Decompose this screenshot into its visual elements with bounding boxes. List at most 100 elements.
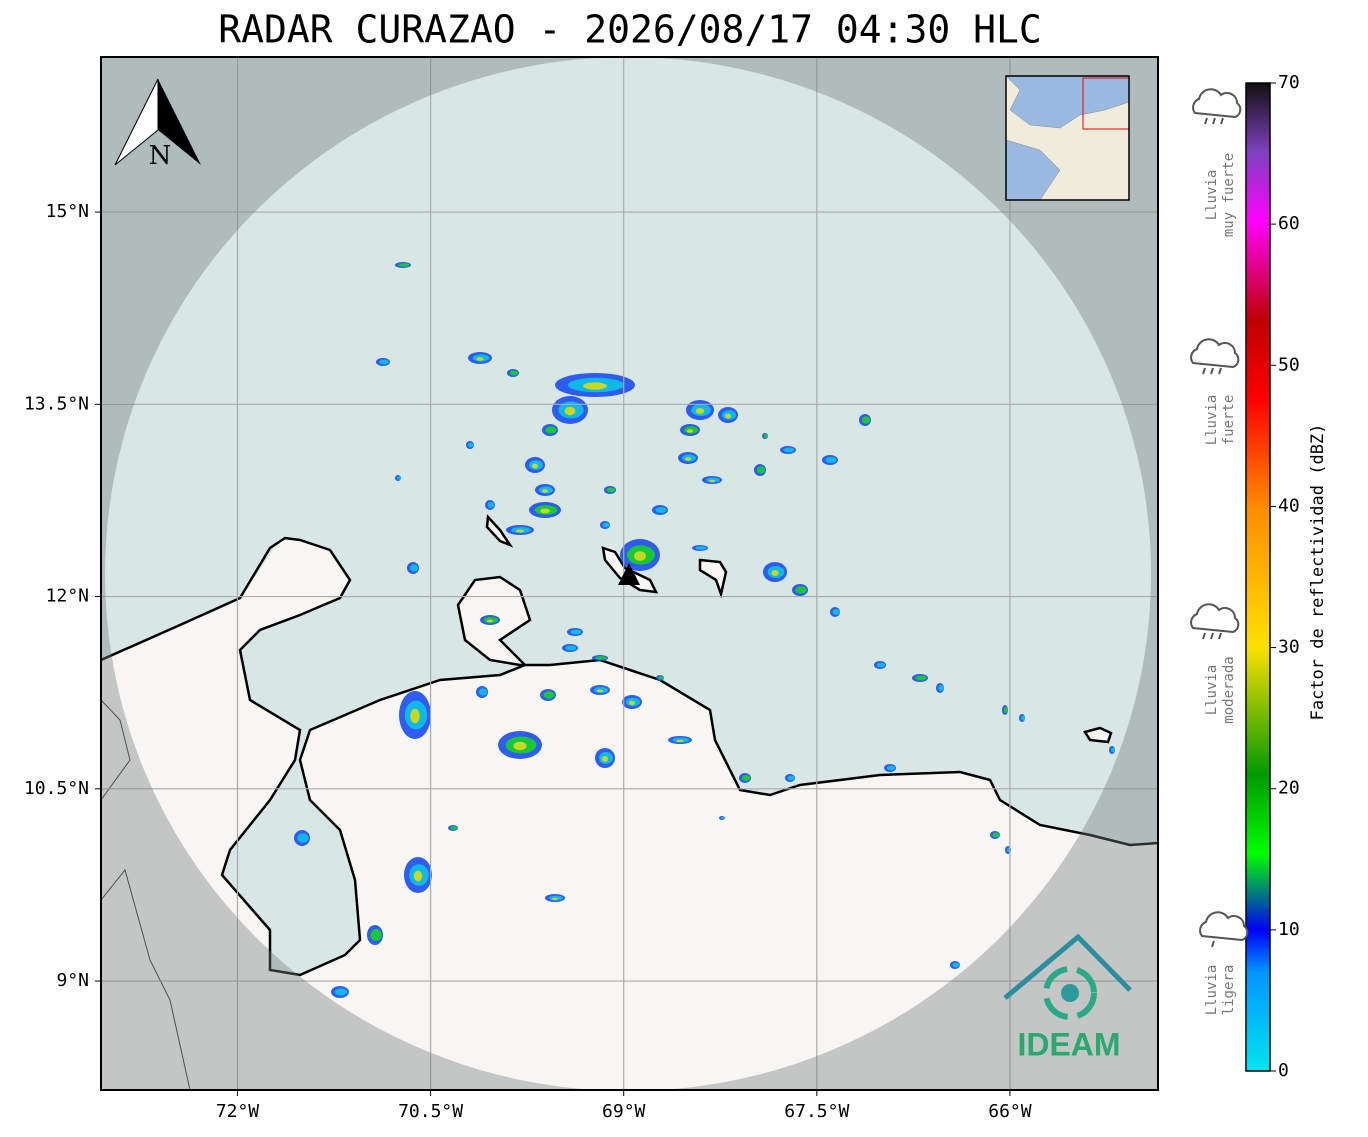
- echo: [709, 479, 715, 483]
- echo: [468, 442, 474, 448]
- rain-drop: [1220, 117, 1224, 125]
- rain-label: Lluvia: [1204, 395, 1220, 446]
- inset-map: [1005, 75, 1130, 201]
- lat-tick-label: 9°N: [56, 970, 89, 991]
- rain-label: fuerte: [1221, 395, 1237, 446]
- colorbar-tick-label: 30: [1278, 637, 1300, 658]
- border: [101, 699, 191, 1090]
- echo: [334, 988, 348, 996]
- island: [698, 558, 728, 599]
- echo: [938, 685, 944, 691]
- echo: [720, 816, 726, 820]
- echo: [658, 676, 664, 680]
- colorbar: [1245, 82, 1271, 1072]
- echo: [787, 775, 795, 781]
- echo: [532, 463, 538, 469]
- rain-label: moderada: [1221, 656, 1237, 723]
- echo: [564, 406, 576, 416]
- rain-drop: [1212, 117, 1216, 125]
- echo: [655, 507, 667, 513]
- echo: [783, 447, 795, 453]
- echo: [685, 457, 691, 461]
- title: RADAR CURAZAO - 2026/08/17 04:30 HLC: [218, 8, 1042, 52]
- echo: [542, 489, 548, 493]
- rain-label: Lluvia: [1204, 170, 1220, 221]
- rain-label: muy fuerte: [1221, 153, 1237, 237]
- island: [485, 514, 514, 548]
- rain-icon: [1192, 88, 1242, 119]
- echo: [876, 662, 886, 668]
- echo: [513, 741, 527, 751]
- rain-drop: [1202, 632, 1206, 640]
- echo: [595, 656, 607, 660]
- echo: [1003, 707, 1009, 713]
- rain-label: Lluvia: [1204, 965, 1220, 1016]
- echo: [379, 359, 389, 365]
- echo: [1110, 747, 1116, 753]
- echo: [396, 476, 402, 480]
- lon-tick-label: 70.5°W: [398, 1101, 463, 1122]
- echo: [409, 564, 419, 572]
- echo: [832, 609, 840, 615]
- echo: [741, 775, 751, 781]
- echo: [1020, 715, 1026, 721]
- echo: [413, 870, 423, 882]
- echo: [771, 570, 779, 576]
- echo: [695, 408, 705, 414]
- echo: [634, 551, 646, 561]
- rain-drop: [1202, 367, 1206, 375]
- rain-icon: [1190, 338, 1240, 369]
- radar-echoes: [294, 262, 1116, 998]
- echo: [515, 529, 525, 533]
- rain-drop: [1210, 632, 1214, 640]
- colorbar-label: Factor de reflectividad (dBZ): [1308, 424, 1328, 721]
- echo: [487, 619, 493, 623]
- echo: [795, 586, 807, 594]
- colorbar-tick-label: 40: [1278, 495, 1300, 516]
- echo: [450, 826, 458, 830]
- north-label: N: [149, 141, 172, 171]
- echo: [992, 832, 1000, 838]
- colorbar-tick-label: 10: [1278, 919, 1300, 940]
- echo: [487, 502, 495, 508]
- rain-drop: [1211, 940, 1215, 948]
- echo: [476, 357, 484, 361]
- radar-site: [618, 563, 640, 585]
- echo: [756, 466, 766, 474]
- lat-tick-label: 13.5°N: [24, 393, 89, 414]
- north-arrow: N: [114, 78, 201, 171]
- echo: [687, 429, 693, 433]
- colorbar-tick-label: 0: [1278, 1060, 1289, 1081]
- rain-label: Lluvia: [1204, 665, 1220, 716]
- colorbar-tick-label: 70: [1278, 72, 1300, 93]
- echo: [825, 457, 837, 463]
- echo: [565, 645, 577, 651]
- lon-tick-label: 72°W: [216, 1101, 260, 1122]
- echo: [606, 487, 616, 493]
- echo: [398, 263, 410, 267]
- lat-tick-label: 15°N: [46, 201, 89, 222]
- lat-tick-label: 12°N: [46, 586, 89, 607]
- echo: [886, 765, 896, 771]
- map: [101, 57, 1158, 1090]
- echo: [629, 700, 635, 706]
- echo: [583, 382, 607, 390]
- lon-tick-label: 69°W: [602, 1101, 646, 1122]
- island: [1083, 726, 1113, 744]
- echo: [597, 689, 603, 693]
- echo: [297, 833, 309, 843]
- echo: [370, 929, 382, 941]
- map-frame: [100, 56, 1159, 1091]
- echo: [478, 688, 488, 696]
- rain-drop: [1210, 367, 1214, 375]
- colorbar-tick-label: 60: [1278, 213, 1300, 234]
- colorbar-tick-label: 50: [1278, 354, 1300, 375]
- land: [101, 540, 1158, 1090]
- echo: [552, 897, 558, 901]
- echo: [602, 522, 610, 528]
- lon-tick-label: 66°W: [988, 1101, 1032, 1122]
- rain-drop: [1204, 117, 1208, 125]
- echo: [509, 370, 519, 376]
